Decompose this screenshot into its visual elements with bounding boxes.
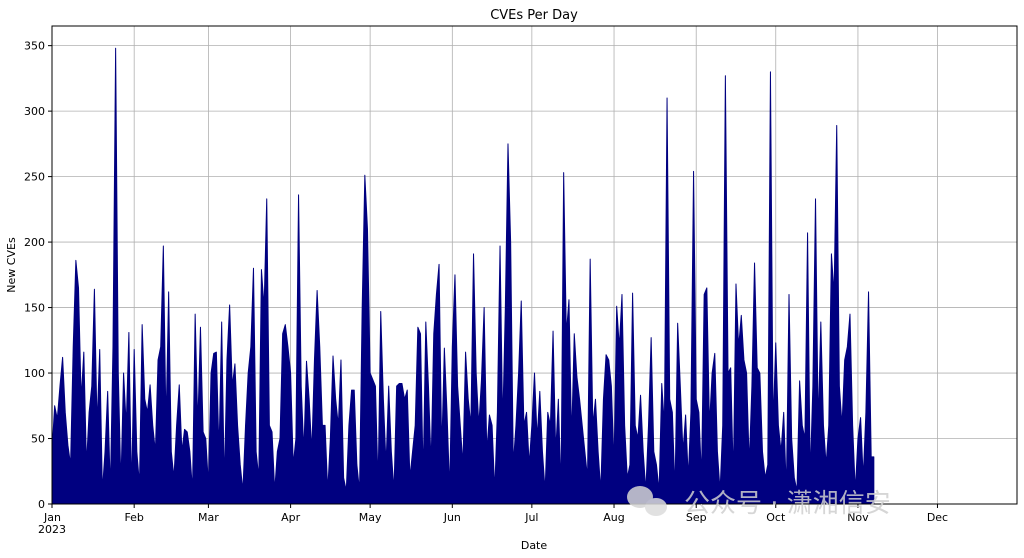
wechat-watermark: 公众号 · 潇湘信安	[627, 486, 891, 519]
x-tick-label: Jun	[443, 511, 461, 524]
y-tick-label: 300	[24, 105, 45, 118]
x-tick-label: Jan	[43, 511, 61, 524]
y-tick-label: 250	[24, 171, 45, 184]
y-axis-label: New CVEs	[5, 237, 18, 293]
plot-frame	[51, 25, 1018, 505]
y-tick-label: 200	[24, 236, 45, 249]
x-tick-label: Feb	[124, 511, 143, 524]
x-tick-label: Dec	[927, 511, 948, 524]
x-tick-label: Apr	[281, 511, 301, 524]
y-tick-label: 350	[24, 40, 45, 53]
x-tick-label: Mar	[198, 511, 219, 524]
x-tick-label: Jul	[524, 511, 538, 524]
wechat-logo-icon-small	[645, 498, 667, 516]
series-area	[51, 47, 875, 505]
y-tick-label: 150	[24, 302, 45, 315]
x-tick-year-label: 2023	[38, 523, 66, 536]
x-tick-label: Oct	[766, 511, 786, 524]
chart-title: CVEs Per Day	[490, 8, 578, 23]
watermark-text: 公众号 · 潇湘信安	[684, 489, 891, 519]
y-axis-ticks: 0 50 100 150 200 250 300 350	[24, 40, 52, 511]
x-tick-label: Sep	[686, 511, 707, 524]
x-tick-label: May	[359, 511, 382, 524]
x-tick-label: Nov	[847, 511, 869, 524]
y-tick-label: 50	[31, 433, 45, 446]
y-tick-label: 100	[24, 367, 45, 380]
x-tick-label: Aug	[603, 511, 624, 524]
y-tick-label: 0	[38, 498, 45, 511]
x-axis-label: Date	[521, 539, 548, 552]
